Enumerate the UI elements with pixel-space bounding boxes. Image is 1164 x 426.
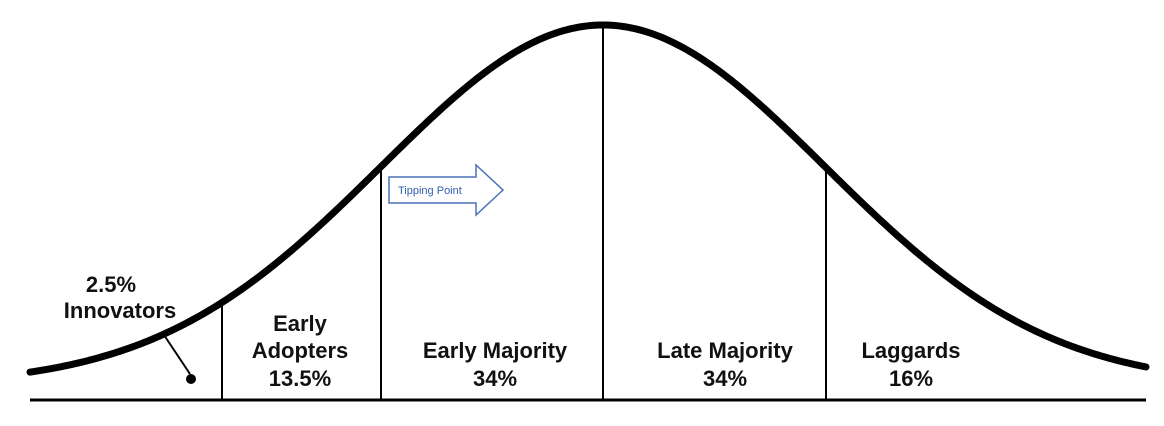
late-majority-name: Late Majority — [657, 338, 793, 363]
laggards-percent: 16% — [889, 366, 933, 391]
laggards-name: Laggards — [861, 338, 960, 363]
bell-curve — [26, 21, 1150, 376]
early-adopters-line2: Adopters — [252, 338, 349, 363]
early-majority-name: Early Majority — [423, 338, 568, 363]
innovators-pointer-line — [161, 331, 191, 375]
innovators-name: Innovators — [64, 298, 176, 323]
tipping-point-label: Tipping Point — [398, 185, 462, 197]
tipping-point-arrow-shape — [388, 163, 505, 217]
late-majority-percent: 34% — [703, 366, 747, 391]
tipping-point-arrow: Tipping Point — [388, 163, 505, 217]
innovators-percent: 2.5% — [86, 272, 136, 297]
innovators-pointer-dot — [186, 374, 196, 384]
early-adopters-percent: 13.5% — [269, 366, 331, 391]
early-adopters-line1: Early — [273, 311, 328, 336]
early-majority-percent: 34% — [473, 366, 517, 391]
